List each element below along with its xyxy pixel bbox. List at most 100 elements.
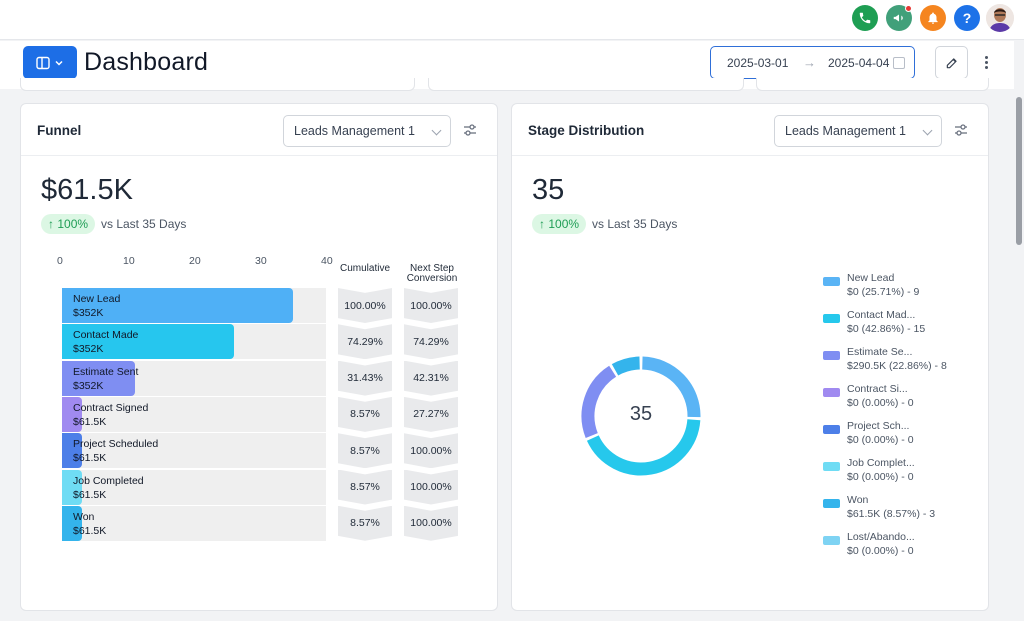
legend-label: Estimate Se... bbox=[847, 346, 913, 358]
donut-chart bbox=[581, 356, 701, 476]
funnel-stage-name: Won bbox=[73, 510, 95, 523]
legend-value: $0 (0.00%) - 0 bbox=[847, 397, 914, 409]
date-range-picker[interactable]: 2025-03-01 → 2025-04-04 bbox=[710, 46, 915, 79]
x-tick-label: 10 bbox=[123, 255, 135, 267]
funnel-bar[interactable] bbox=[62, 324, 234, 360]
filter-settings-icon[interactable] bbox=[462, 122, 478, 138]
funnel-change-badge: ↑ 100% bbox=[41, 214, 96, 234]
distribution-pipeline-value: Leads Management 1 bbox=[785, 124, 906, 138]
next-step-conversion-cell: 100.00% bbox=[404, 469, 458, 505]
scrollbar-thumb[interactable] bbox=[1016, 97, 1022, 245]
funnel-stage-value: $61.5K bbox=[73, 524, 107, 537]
legend-text: Job Complet... $0 (0.00%) - 0 bbox=[847, 456, 915, 484]
funnel-bar[interactable] bbox=[62, 505, 82, 541]
donut-segment[interactable] bbox=[586, 419, 701, 476]
donut-segment[interactable] bbox=[611, 356, 641, 376]
edit-button[interactable] bbox=[935, 46, 968, 79]
legend-text: Lost/Abando... $0 (0.00%) - 0 bbox=[847, 530, 915, 558]
funnel-row-track: Project Scheduled $61.5K bbox=[62, 433, 326, 469]
avatar[interactable] bbox=[986, 4, 1014, 32]
chevron-down-icon bbox=[922, 125, 933, 136]
funnel-stage-value: $61.5K bbox=[73, 488, 107, 501]
donut-segment[interactable] bbox=[641, 356, 701, 418]
arrow-right-icon: → bbox=[803, 55, 816, 70]
layout-icon bbox=[36, 56, 50, 69]
layout-toggle-button[interactable] bbox=[23, 46, 77, 79]
stage-distribution-header: Stage Distribution Leads Management 1 bbox=[512, 104, 988, 156]
legend-text: Project Sch... $0 (0.00%) - 0 bbox=[847, 419, 914, 447]
legend-label: Lost/Abando... bbox=[847, 531, 915, 543]
funnel-row-track: New Lead $352K bbox=[62, 288, 326, 323]
funnel-title: Funnel bbox=[37, 123, 82, 138]
x-tick-label: 40 bbox=[321, 255, 333, 267]
card-stub bbox=[20, 78, 415, 91]
legend-swatch bbox=[823, 499, 840, 508]
scrollbar[interactable] bbox=[1014, 89, 1024, 621]
chevron-down-icon bbox=[55, 60, 63, 66]
filter-settings-icon[interactable] bbox=[953, 122, 969, 138]
donut-center-label: 35 bbox=[629, 403, 653, 425]
help-icon[interactable]: ? bbox=[954, 5, 980, 31]
legend-value: $0 (42.86%) - 15 bbox=[847, 323, 926, 335]
funnel-total-value: $61.5K bbox=[41, 174, 133, 206]
next-step-conversion-cell: 100.00% bbox=[404, 433, 458, 469]
next-step-conversion-cell: 74.29% bbox=[404, 324, 458, 360]
card-stub bbox=[756, 78, 989, 91]
avatar-image bbox=[986, 4, 1014, 32]
cumulative-cell: 8.57% bbox=[338, 396, 392, 432]
x-tick-label: 30 bbox=[255, 255, 267, 267]
legend-swatch bbox=[823, 536, 840, 545]
next-step-conversion-cell: 100.00% bbox=[404, 505, 458, 541]
help-label: ? bbox=[962, 10, 972, 26]
legend-swatch bbox=[823, 462, 840, 471]
arrow-up-icon: ↑ bbox=[48, 217, 54, 231]
funnel-stage-name: Job Completed bbox=[73, 474, 144, 487]
funnel-bar[interactable] bbox=[62, 433, 82, 469]
funnel-bar[interactable] bbox=[62, 469, 82, 505]
arrow-up-icon: ↑ bbox=[539, 217, 545, 231]
cumulative-header: Cumulative bbox=[339, 263, 391, 274]
next-step-conversion-cell: 42.31% bbox=[404, 360, 458, 396]
funnel-compare-text: vs Last 35 Days bbox=[101, 217, 187, 231]
funnel-bar[interactable] bbox=[62, 396, 82, 432]
cumulative-cell: 100.00% bbox=[338, 288, 392, 323]
funnel-pipeline-select[interactable]: Leads Management 1 bbox=[283, 115, 451, 147]
chevron-down-icon bbox=[431, 125, 442, 136]
more-options-icon[interactable] bbox=[980, 52, 992, 72]
legend-text: Won $61.5K (8.57%) - 3 bbox=[847, 493, 935, 521]
start-date[interactable]: 2025-03-01 bbox=[727, 56, 789, 70]
legend-value: $61.5K (8.57%) - 3 bbox=[847, 508, 936, 520]
funnel-bar[interactable] bbox=[62, 360, 135, 396]
legend-swatch bbox=[823, 314, 840, 323]
funnel-pipeline-value: Leads Management 1 bbox=[294, 124, 415, 138]
legend-value: $290.5K (22.86%) - 8 bbox=[847, 360, 947, 372]
funnel-stage-name: Project Scheduled bbox=[73, 438, 159, 451]
legend-label: Contact Mad... bbox=[847, 309, 916, 321]
legend-swatch bbox=[823, 351, 840, 360]
distribution-pipeline-select[interactable]: Leads Management 1 bbox=[774, 115, 942, 147]
stage-distribution-card: Stage Distribution Leads Management 1 35… bbox=[511, 103, 989, 611]
distribution-change-value: 100% bbox=[548, 217, 580, 231]
end-date[interactable]: 2025-04-04 bbox=[828, 56, 890, 70]
legend-swatch bbox=[823, 388, 840, 397]
x-tick-label: 0 bbox=[57, 255, 63, 267]
legend-swatch bbox=[823, 425, 840, 434]
megaphone-icon[interactable] bbox=[886, 5, 912, 31]
funnel-row-track: Contact Made $352K bbox=[62, 324, 326, 360]
legend-text: Contract Si... $0 (0.00%) - 0 bbox=[847, 382, 914, 410]
funnel-row-track: Contract Signed $61.5K bbox=[62, 396, 326, 432]
pencil-icon bbox=[946, 57, 957, 68]
funnel-row-track: Won $61.5K bbox=[62, 505, 326, 541]
phone-icon[interactable] bbox=[852, 5, 878, 31]
funnel-stage-name: Estimate Sent bbox=[73, 365, 139, 378]
funnel-stage-value: $61.5K bbox=[73, 452, 107, 465]
funnel-stage-value: $352K bbox=[73, 379, 104, 392]
bell-icon[interactable] bbox=[920, 5, 946, 31]
page-title: Dashboard bbox=[84, 48, 209, 76]
funnel-bar[interactable] bbox=[62, 288, 293, 323]
donut-segment[interactable] bbox=[581, 365, 617, 438]
funnel-row-track: Estimate Sent $352K bbox=[62, 360, 326, 396]
bell-icon-glyph bbox=[928, 12, 938, 24]
legend-value: $0 (0.00%) - 0 bbox=[847, 545, 914, 557]
calendar-icon[interactable] bbox=[893, 57, 905, 69]
